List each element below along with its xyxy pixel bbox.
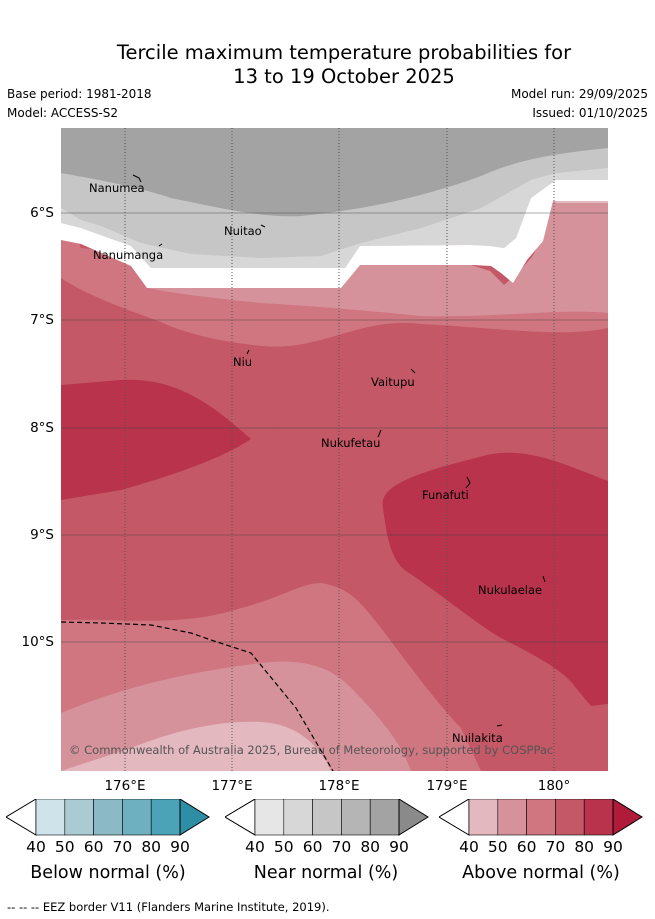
near-70-region-west xyxy=(61,173,171,198)
probability-map xyxy=(61,128,608,771)
colorbar-below-segment-50 xyxy=(64,799,94,836)
eez-footnote: -- -- -- EEZ border V11 (Flanders Marine… xyxy=(7,900,330,914)
eez-border xyxy=(61,621,334,771)
colorbar-near-tick-50: 50 xyxy=(273,838,294,856)
lat-label-10s: 10°S xyxy=(21,634,55,650)
colorbar-below-segment-80 xyxy=(150,799,181,836)
place-nukulaelae: Nukulaelae xyxy=(478,583,543,597)
colorbar-above-tick-80: 80 xyxy=(574,838,595,856)
lat-label-9s: 9°S xyxy=(30,527,54,543)
island-marks xyxy=(132,174,546,727)
colorbar-above-segment-60 xyxy=(526,799,556,836)
colorbar-near xyxy=(225,799,429,836)
above-70-region-north xyxy=(61,278,608,439)
colorbar-near-segment-50 xyxy=(283,799,313,836)
colorbar-below-tick-90: 90 xyxy=(170,838,190,856)
colorbar-below-segment-70 xyxy=(122,799,152,836)
model-name: Model: ACCESS-S2 xyxy=(7,106,119,120)
lon-label-178e: 178°E xyxy=(318,778,360,794)
place-nuilakita: Nuilakita xyxy=(452,731,503,745)
issued-date: Issued: 01/10/2025 xyxy=(532,106,648,120)
place-nukufetau: Nukufetau xyxy=(321,436,381,450)
legend-above-title: Above normal (%) xyxy=(462,863,620,883)
copyright-notice: © Commonwealth of Australia 2025, Bureau… xyxy=(69,743,554,757)
nuilakita-island xyxy=(496,724,503,727)
above-80-region-west xyxy=(61,370,251,500)
colorbar-below-lower-cap xyxy=(6,799,37,836)
map-title-line1: Tercile maximum temperature probabilitie… xyxy=(116,41,572,64)
colorbar-above-tick-60: 60 xyxy=(516,838,537,856)
place-nanumea: Nanumea xyxy=(89,181,145,195)
legend-near-title: Near normal (%) xyxy=(253,863,399,883)
no-data-band xyxy=(61,180,608,288)
colorbar-above-tick-70: 70 xyxy=(545,838,566,856)
colorbar-below-segment-40 xyxy=(35,799,66,836)
place-funafuti: Funafuti xyxy=(422,488,469,502)
lat-label-8s: 8°S xyxy=(30,420,54,436)
place-vaitupu: Vaitupu xyxy=(371,375,415,389)
map-title-line2: 13 to 19 October 2025 xyxy=(233,65,455,88)
above-50-region-north xyxy=(148,199,608,317)
colorbar-below-tick-60: 60 xyxy=(83,838,104,856)
colorbar-near-tick-40: 40 xyxy=(245,838,265,856)
colorbar-near-tick-80: 80 xyxy=(360,838,381,856)
colorbar-near-segment-60 xyxy=(312,799,342,836)
near-60-region xyxy=(61,168,608,268)
colorbar-above-upper-cap xyxy=(612,799,643,836)
colorbar-near-tick-60: 60 xyxy=(302,838,323,856)
colorbar-above xyxy=(439,799,643,836)
place-nanumanga: Nanumanga xyxy=(93,248,164,262)
colorbar-below-upper-cap xyxy=(179,799,210,836)
colorbar-above-segment-70 xyxy=(555,799,585,836)
nuitao-island xyxy=(260,224,266,228)
colorbar-below-tick-50: 50 xyxy=(54,838,75,856)
colorbar-near-segment-40 xyxy=(254,799,285,836)
lat-label-6s: 6°S xyxy=(30,205,54,221)
nanumanga-island xyxy=(158,243,163,247)
legend-below-title: Below normal (%) xyxy=(30,863,186,883)
model-run: Model run: 29/09/2025 xyxy=(510,87,648,101)
colorbar-below-segment-60 xyxy=(93,799,123,836)
colorbar-above-tick-50: 50 xyxy=(487,838,508,856)
above-40-region-south xyxy=(61,721,331,771)
near-90-region xyxy=(61,128,608,223)
funafuti-island xyxy=(465,476,471,489)
nukufetau-island xyxy=(377,429,382,438)
colorbar-below-tick-70: 70 xyxy=(112,838,133,856)
niu-island xyxy=(246,349,250,355)
colorbar-near-lower-cap xyxy=(225,799,256,836)
above-80-region-east xyxy=(382,452,608,706)
colorbar-above-tick-40: 40 xyxy=(459,838,479,856)
place-niu: Niu xyxy=(233,355,253,369)
colorbar-below-tick-40: 40 xyxy=(26,838,46,856)
colorbar-above-tick-90: 90 xyxy=(603,838,623,856)
nanumea-island xyxy=(132,174,142,183)
lon-label-180: 180° xyxy=(537,778,571,794)
colorbar-above-segment-40 xyxy=(468,799,499,836)
place-nuitao: Nuitao xyxy=(224,224,262,238)
graticule xyxy=(124,128,555,771)
colorbar-above-segment-50 xyxy=(497,799,527,836)
lat-label-7s: 7°S xyxy=(30,312,54,328)
lon-label-176e: 176°E xyxy=(104,778,146,794)
lon-label-177e: 177°E xyxy=(211,778,253,794)
colorbar-above-lower-cap xyxy=(439,799,470,836)
colorbar-near-upper-cap xyxy=(398,799,429,836)
vaitupu-island xyxy=(410,368,416,374)
parallels xyxy=(61,212,608,643)
colorbar-above-segment-80 xyxy=(583,799,614,836)
lon-label-179e: 179°E xyxy=(426,778,468,794)
colorbar-below-tick-80: 80 xyxy=(141,838,162,856)
colorbar-near-tick-70: 70 xyxy=(331,838,352,856)
base-period: Base period: 1981-2018 xyxy=(7,87,152,101)
nukulaelae-island xyxy=(542,575,546,583)
colorbar-near-segment-80 xyxy=(369,799,400,836)
colorbar-near-tick-90: 90 xyxy=(389,838,409,856)
colorbar-near-segment-70 xyxy=(341,799,371,836)
colorbar-below xyxy=(6,799,210,836)
